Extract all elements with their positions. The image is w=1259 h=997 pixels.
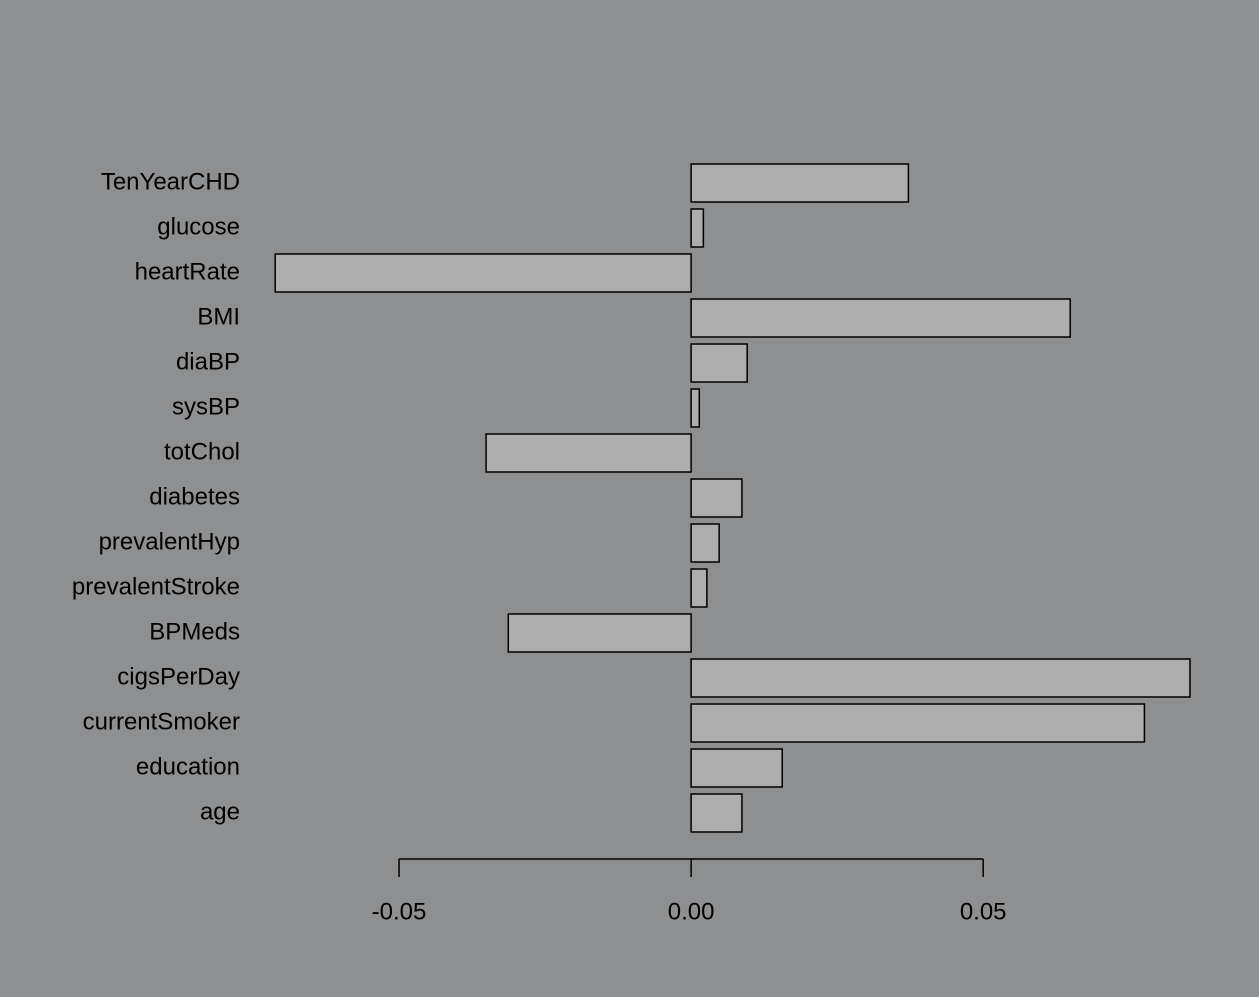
y-tick-label: heartRate: [135, 258, 240, 285]
y-tick-label: sysBP: [172, 393, 240, 420]
y-tick-label: currentSmoker: [83, 708, 240, 735]
y-tick-label: TenYearCHD: [101, 168, 240, 195]
bar: [690, 298, 1071, 338]
bar: [690, 658, 1191, 698]
bar: [274, 253, 692, 293]
bar: [690, 793, 743, 833]
bar: [690, 703, 1146, 743]
x-tick-label: 0.00: [668, 898, 715, 925]
bar: [690, 343, 748, 383]
bar: [690, 478, 743, 518]
x-tick-label: 0.05: [960, 898, 1007, 925]
y-tick-label: age: [200, 798, 240, 825]
bar: [690, 748, 783, 788]
y-tick-label: prevalentHyp: [99, 528, 240, 555]
y-tick-label: prevalentStroke: [72, 573, 240, 600]
y-tick-label: BPMeds: [149, 618, 240, 645]
bar: [690, 568, 708, 608]
bar: [485, 433, 692, 473]
bar: [690, 523, 720, 563]
y-tick-label: cigsPerDay: [117, 663, 240, 690]
y-tick-label: glucose: [157, 213, 240, 240]
y-tick-label: education: [136, 753, 240, 780]
x-tick-label: -0.05: [372, 898, 427, 925]
y-tick-label: diaBP: [176, 348, 240, 375]
y-tick-label: BMI: [197, 303, 240, 330]
y-tick-label: diabetes: [149, 483, 240, 510]
bar: [507, 613, 692, 653]
bar: [690, 388, 701, 428]
bar: [690, 208, 705, 248]
bar: [690, 163, 910, 203]
y-tick-label: totChol: [164, 438, 240, 465]
